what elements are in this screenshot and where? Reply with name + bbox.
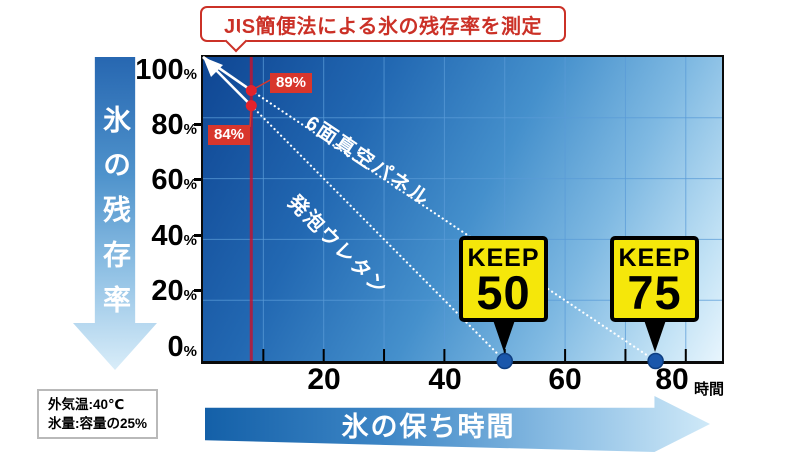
keep-75-pointer-icon [644,320,666,352]
x-tick-label-80: 80 [655,363,689,396]
y-tick-label-60: 60% [100,165,197,200]
keep-50-word: KEEP [467,244,540,272]
y-tick-value: 60 [151,164,184,196]
title-callout: JIS簡便法による氷の残存率を測定 [200,6,566,53]
y-tick-unit: % [183,287,197,304]
x-tick-label-20: 20 [307,363,341,396]
title-text: JIS簡便法による氷の残存率を測定 [224,15,542,38]
y-tick-mark [194,289,203,292]
y-tick-unit: % [183,343,197,360]
keep-75-badge: KEEP 75 [610,236,699,322]
keep-50-pointer-icon [493,320,515,352]
keep-hours-dot [496,352,513,370]
origin-arrow-icon [203,57,223,77]
keep-75-hours: 75 [627,266,682,319]
condition-temperature: 外気温:40℃ [48,397,125,412]
y-tick-mark [194,178,203,181]
x-axis-arrow-icon: 氷の保ち時間 [205,396,710,452]
y-tick-unit: % [183,66,197,83]
y-tick-value: 80 [151,109,184,141]
y-tick-unit: % [183,176,197,193]
urethane-measured-dot [245,100,257,112]
y-tick-label-20: 20% [100,276,197,311]
y-tick-value: 100 [135,54,184,86]
y-tick-value: 40 [151,220,184,252]
x-tick-label-40: 40 [428,363,462,396]
x-axis-unit-label: 時間 [694,381,725,398]
y-tick-value: 20 [151,275,184,307]
y-tick-label-40: 40% [100,221,197,256]
condition-ice-amount: 氷量:容量の25% [48,416,148,431]
urethane-measured-value-badge: 84% [208,125,251,145]
y-tick-label-100: 100% [100,55,197,90]
y-tick-mark [194,123,203,126]
keep-hours-dot [647,352,664,370]
y-tick-unit: % [183,121,197,138]
y-tick-mark [194,234,203,237]
vacuum-measured-value-badge: 89% [270,73,313,93]
conditions-note: 外気温:40℃ 氷量:容量の25% [37,389,159,439]
y-tick-unit: % [183,232,197,249]
keep-50-badge: KEEP 50 [459,236,548,322]
keep-75-word: KEEP [618,244,691,272]
keep-50-hours: 50 [476,266,531,319]
y-axis-arrow-icon: 氷の残存率 [73,57,157,370]
x-tick-label-60: 60 [548,363,582,396]
y-tick-label-0: 0% [100,332,197,367]
series-dotted-segment [250,89,657,363]
x-axis-arrow-label: 氷の保ち時間 [341,411,516,442]
vacuum-measured-dot [245,84,257,96]
y-axis-arrow-label: 氷の残存率 [100,105,131,330]
y-tick-value: 0 [167,331,184,363]
y-tick-label-80: 80% [100,110,197,145]
